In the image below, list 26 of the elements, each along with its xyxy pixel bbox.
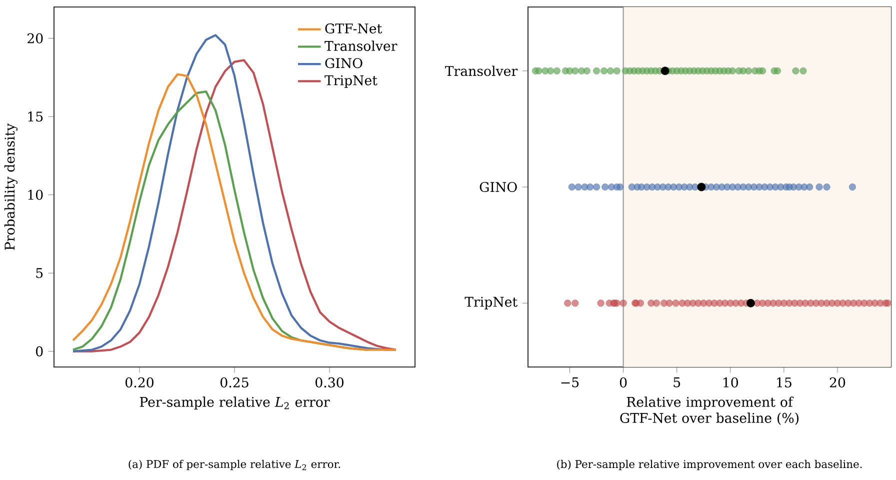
x-tick-label: 10 — [724, 377, 738, 388]
x-tick-label: 0.20 — [126, 377, 154, 388]
y-tick-label: 0 — [36, 346, 43, 356]
x-tick-label: 0.30 — [316, 377, 344, 388]
legend-label: GINO — [325, 58, 362, 68]
text: (a) PDF of per-sample relative L$_{2}$ error. — [128, 460, 340, 470]
x-tick-label: 5 — [674, 377, 680, 388]
y-tick-label: 5 — [36, 268, 43, 278]
y-tick-label: GINO — [480, 182, 517, 192]
y-tick-label: 10 — [28, 190, 43, 200]
y-axis-title: Probability density — [4, 123, 18, 250]
text: (b) Per-sample relative improvement over each baseline. — [557, 460, 862, 470]
x-axis-title: Per-sample relative L$_{2}$ error — [140, 396, 330, 410]
legend-label: Transolver — [324, 40, 398, 51]
x-tick-label: 20 — [830, 377, 846, 388]
legend-label: GTF-Net — [325, 23, 382, 34]
legend-label: TripNet — [324, 75, 378, 88]
x-tick-label: 15 — [777, 377, 792, 388]
x-axis-title: Relative improvement of GTF-Net over baseline (%) — [620, 396, 798, 425]
y-tick-label: Transolver — [444, 66, 518, 76]
x-tick-label: 0 — [620, 377, 627, 388]
y-tick-label: TripNet — [464, 296, 518, 310]
y-tick-label: 15 — [28, 112, 43, 122]
x-tick-label: 0.25 — [220, 377, 248, 388]
x-tick-label: −5 — [561, 377, 579, 388]
y-tick-label: 20 — [28, 33, 43, 44]
